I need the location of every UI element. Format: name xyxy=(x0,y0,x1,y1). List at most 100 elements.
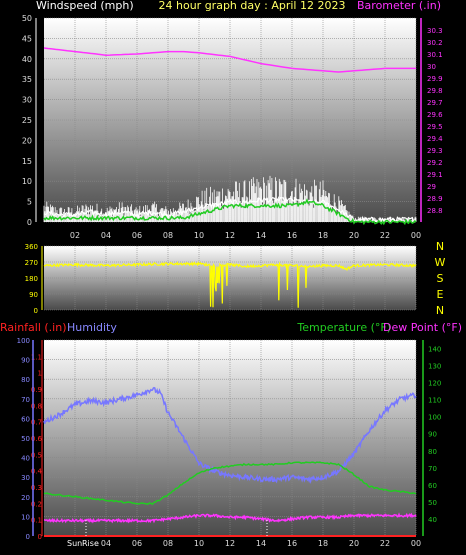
wind-x-tick-label: 12 xyxy=(225,231,235,240)
rainfall-y-tick-label: 0.4 xyxy=(31,468,43,476)
temperature-y-tick-label: 70 xyxy=(428,465,437,473)
wind-direction-line xyxy=(43,261,417,308)
wind-x-tick-label: 18 xyxy=(318,231,328,240)
barometer-y-tick-label: 30.1 xyxy=(427,51,443,59)
windspeed-line xyxy=(43,195,417,224)
humidity-y-tick-label: 80 xyxy=(21,376,30,384)
humidity-y-tick-label: 30 xyxy=(21,474,30,482)
wind-x-tick-label: 08 xyxy=(163,231,173,240)
rainfall-y-tick-label: 0.7 xyxy=(31,419,42,427)
wind-x-tick-label: 16 xyxy=(287,231,297,240)
sunrise-label-sun: Sun xyxy=(67,539,82,548)
temperature-y-tick-label: 140 xyxy=(428,346,441,354)
barometer-y-tick-label: 29.5 xyxy=(427,123,443,131)
direction-y-tick-label: 0 xyxy=(34,307,38,315)
temperature-y-tick-label: 50 xyxy=(428,499,437,507)
wind-y-tick-label: 10 xyxy=(22,177,32,186)
compass-label: N xyxy=(436,240,444,253)
wind-x-tick-label: 10 xyxy=(194,231,204,240)
temp-x-tick-label: 20 xyxy=(349,539,359,548)
wind-y-tick-label: 25 xyxy=(22,116,32,125)
temperature-y-tick-label: 40 xyxy=(428,516,437,524)
windspeed-axis-label: Windspeed (mph) xyxy=(36,0,134,12)
barometer-y-tick-label: 29.2 xyxy=(427,159,443,167)
wind-x-tick-label: 06 xyxy=(132,231,142,240)
wind-y-tick-label: 20 xyxy=(22,136,32,145)
barometer-line xyxy=(43,47,416,73)
wind-x-tick-label: 22 xyxy=(380,231,390,240)
humidity-y-tick-label: 10 xyxy=(21,513,30,521)
humidity-line xyxy=(43,386,417,485)
barometer-y-tick-label: 29.1 xyxy=(427,171,443,179)
wind-y-tick-label: 40 xyxy=(22,55,32,64)
temperature-y-tick-label: 100 xyxy=(428,414,441,422)
rainfall-y-tick-label: 0.3 xyxy=(31,484,42,492)
wind-y-tick-label: 30 xyxy=(22,96,32,105)
wind-y-tick-label: 5 xyxy=(27,198,32,207)
barometer-y-tick-label: 29.9 xyxy=(427,75,443,83)
barometer-y-tick-label: 29.4 xyxy=(427,135,443,143)
temperature-y-tick-label: 110 xyxy=(428,397,441,405)
humidity-y-tick-label: 70 xyxy=(21,396,30,404)
sunrise-label-rise: Rise xyxy=(82,539,99,548)
temperature-axis-label: Temperature (°F) xyxy=(296,321,391,334)
rainfall-y-tick-label: 0.2 xyxy=(31,500,42,508)
temp-x-tick-label: 16 xyxy=(287,539,297,548)
rainfall-axis-label: Rainfall (.in) xyxy=(0,321,67,334)
temperature-line xyxy=(43,461,417,506)
wind-y-tick-label: 35 xyxy=(22,75,32,84)
wind-x-tick-label: 20 xyxy=(349,231,359,240)
direction-y-tick-label: 360 xyxy=(25,243,38,251)
rainfall-y-tick-label: 1.1 xyxy=(31,353,42,361)
rainfall-y-tick-label: 0 xyxy=(38,533,42,541)
wind-y-tick-label: 0 xyxy=(27,218,32,227)
rainfall-y-tick-label: 1 xyxy=(38,370,42,378)
wind-y-tick-label: 50 xyxy=(22,14,32,23)
temp-x-tick-label: 06 xyxy=(132,539,142,548)
barometer-y-tick-label: 29.8 xyxy=(427,87,443,95)
humidity-y-tick-label: 60 xyxy=(21,415,30,423)
direction-y-tick-label: 270 xyxy=(25,259,38,267)
compass-label: W xyxy=(435,256,446,269)
barometer-y-tick-label: 28.8 xyxy=(427,207,443,215)
humidity-y-tick-label: 40 xyxy=(21,455,30,463)
rainfall-y-tick-label: 0.9 xyxy=(31,386,42,394)
temp-x-tick-label: 08 xyxy=(163,539,173,548)
direction-y-tick-label: 90 xyxy=(29,291,38,299)
humidity-y-tick-label: 0 xyxy=(26,533,30,541)
humidity-y-tick-label: 50 xyxy=(21,435,30,443)
temp-x-tick-label: 18 xyxy=(318,539,328,548)
barometer-y-tick-label: 30 xyxy=(427,63,436,71)
barometer-y-tick-label: 29.6 xyxy=(427,111,443,119)
temp-x-tick-label: 04 xyxy=(101,539,111,548)
wind-x-tick-label: 04 xyxy=(101,231,111,240)
temperature-y-tick-label: 120 xyxy=(428,380,441,388)
humidity-y-tick-label: 20 xyxy=(21,494,30,502)
temp-x-tick-label: 22 xyxy=(380,539,390,548)
temperature-y-tick-label: 130 xyxy=(428,363,441,371)
dewpoint-axis-label: Dew Point (°F) xyxy=(383,321,462,334)
temp-x-tick-label: 10 xyxy=(194,539,204,548)
wind-x-tick-label: 02 xyxy=(70,231,80,240)
page-title: 24 hour graph day : April 12 2023 xyxy=(159,0,346,12)
temp-x-tick-label: 00 xyxy=(411,539,421,548)
humidity-y-tick-label: 100 xyxy=(17,337,30,345)
compass-label: S xyxy=(437,272,444,285)
rainfall-y-tick-label: 0.1 xyxy=(31,517,42,525)
direction-y-tick-label: 180 xyxy=(25,275,38,283)
rainfall-y-tick-label: 0.6 xyxy=(31,435,43,443)
barometer-axis-label: Barometer (.in) xyxy=(357,0,441,12)
barometer-y-tick-label: 28.9 xyxy=(427,195,443,203)
temp-x-tick-label: 12 xyxy=(225,539,235,548)
temperature-y-tick-label: 80 xyxy=(428,448,437,456)
compass-label: E xyxy=(437,288,444,301)
barometer-y-tick-label: 29.7 xyxy=(427,99,443,107)
humidity-axis-label: Humidity xyxy=(67,321,117,334)
barometer-y-tick-label: 29.3 xyxy=(427,147,443,155)
dewpoint-line xyxy=(43,512,417,524)
rainfall-y-tick-label: 0.5 xyxy=(31,451,42,459)
temperature-y-tick-label: 90 xyxy=(428,431,437,439)
barometer-y-tick-label: 30.2 xyxy=(427,39,443,47)
average-wind-line xyxy=(43,198,417,226)
